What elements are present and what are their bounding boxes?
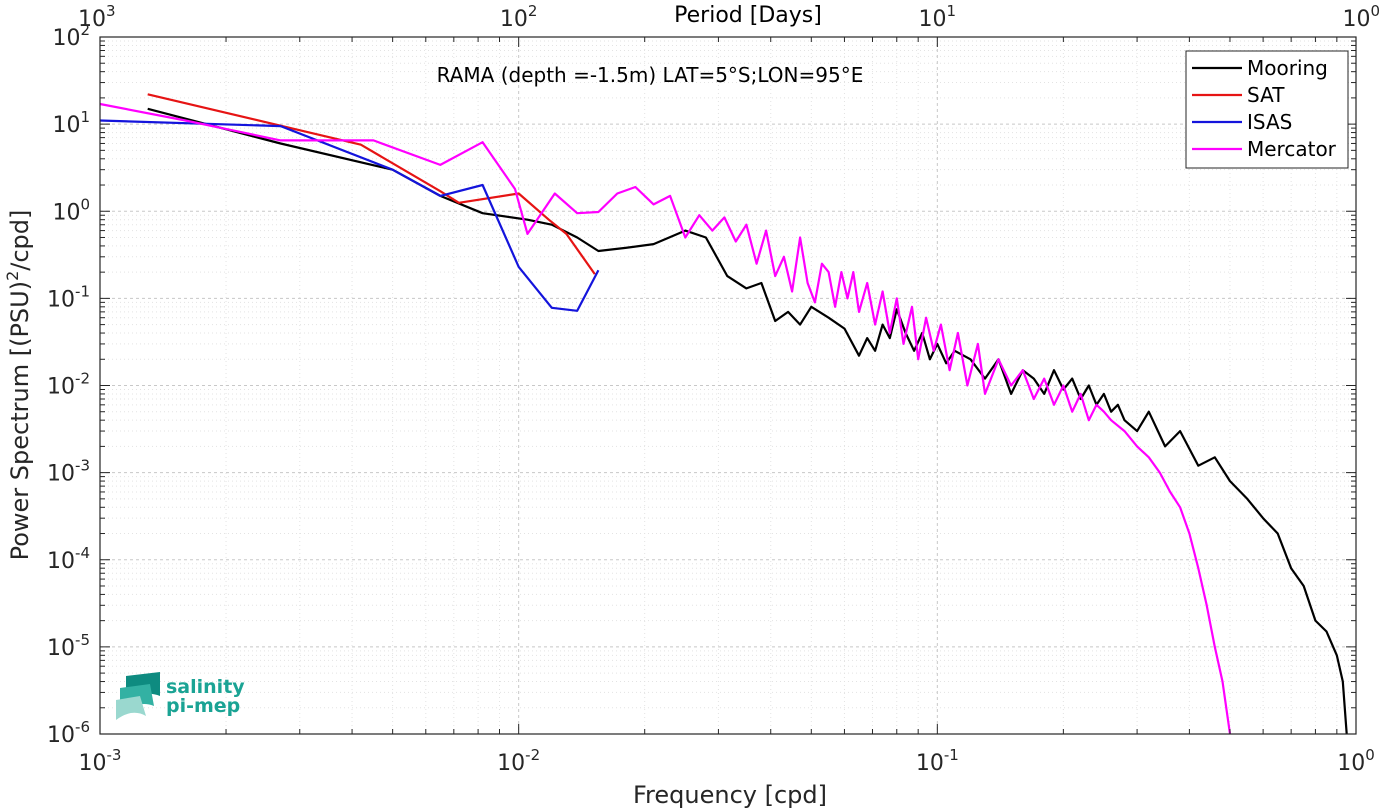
x-tick-label: 10-2	[497, 746, 540, 776]
logo-waves-icon	[116, 672, 160, 720]
y-tick-label: 101	[52, 108, 90, 138]
x-tick-label: 10-3	[79, 746, 122, 776]
y-tick-label: 10-5	[47, 631, 90, 661]
legend-label-mooring: Mooring	[1247, 56, 1328, 80]
y-tick-label: 100	[52, 195, 90, 225]
left-tick-labels: 102 101 100 10-1 10-2 10-3 10-4 10-5 10-6	[47, 21, 90, 748]
y-tick-label: 10-6	[47, 718, 90, 748]
legend-label-sat: SAT	[1247, 83, 1285, 107]
top-axis-label: Period [Days]	[674, 3, 822, 28]
x-tick-label: 10-1	[916, 746, 959, 776]
y-tick-label: 102	[52, 21, 90, 51]
tick-marks	[99, 36, 1357, 735]
grid	[99, 37, 1356, 735]
salinity-pi-mep-logo: salinity pi-mep	[116, 672, 245, 720]
x-axis-label: Frequency [cpd]	[633, 781, 827, 809]
y-tick-label: 10-2	[47, 370, 90, 400]
top-tick-label: 102	[500, 2, 538, 32]
series-line-mercator	[99, 102, 1232, 735]
y-tick-label: 10-1	[47, 282, 90, 312]
top-tick-label: 100	[1342, 2, 1380, 32]
y-tick-label: 10-3	[47, 457, 90, 487]
x-tick-label: 100	[1337, 746, 1375, 776]
y-axis-label: Power Spectrum [(PSU)2/cpd]	[3, 210, 34, 561]
chart-title: RAMA (depth =-1.5m) LAT=5°S;LON=95°E	[437, 63, 864, 87]
top-tick-labels: 103 102 101 100	[78, 2, 1380, 32]
top-tick-label: 101	[919, 2, 957, 32]
legend-label-isas: ISAS	[1247, 110, 1292, 134]
logo-text-line1: salinity	[166, 676, 245, 698]
bottom-tick-labels: 10-3 10-2 10-1 100	[79, 746, 1375, 776]
y-tick-label: 10-4	[47, 544, 90, 574]
legend: Mooring SAT ISAS Mercator	[1185, 50, 1349, 169]
series-lines	[99, 93, 1348, 735]
legend-label-mercator: Mercator	[1247, 137, 1337, 161]
logo-text-line2: pi-mep	[166, 695, 240, 717]
top-tick-label: 103	[78, 2, 116, 32]
